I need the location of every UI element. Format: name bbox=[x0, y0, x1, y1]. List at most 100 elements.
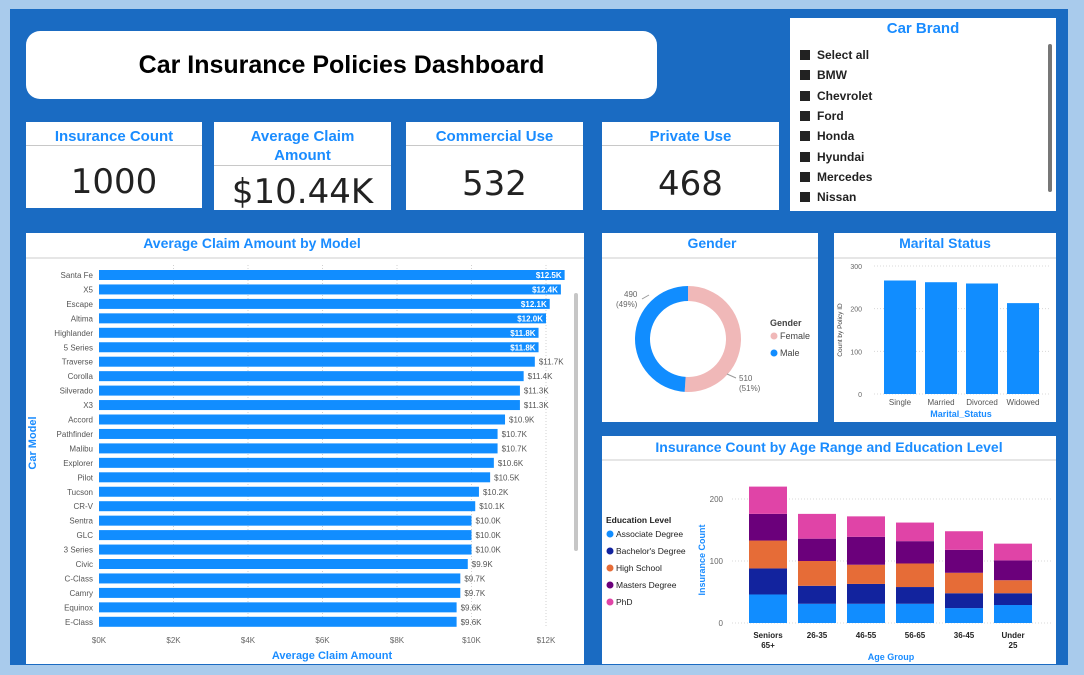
y-tick-label: 0 bbox=[858, 392, 862, 399]
bar-46-55-masters-degree[interactable] bbox=[847, 536, 885, 565]
bar-46-55-associate-degree[interactable] bbox=[847, 603, 885, 623]
bar-c-class[interactable] bbox=[99, 573, 461, 584]
data-label: $10.6K bbox=[498, 459, 524, 468]
bar-under-25-high-school[interactable] bbox=[994, 580, 1032, 594]
bar-26-35-masters-degree[interactable] bbox=[798, 538, 836, 561]
slicer-item-select-all[interactable]: Select all bbox=[790, 45, 1056, 65]
slice-male[interactable] bbox=[634, 286, 688, 392]
bar-married[interactable] bbox=[925, 282, 957, 394]
legend-label[interactable]: PhD bbox=[616, 597, 633, 607]
leader-line bbox=[641, 294, 650, 300]
legend-label[interactable]: Masters Degree bbox=[616, 580, 677, 590]
bar-under-25-associate-degree[interactable] bbox=[994, 605, 1032, 623]
bar-cr-v[interactable] bbox=[99, 501, 476, 512]
y-tick-label: GLC bbox=[77, 531, 94, 540]
bar-36-45-phd[interactable] bbox=[945, 531, 983, 550]
checkbox[interactable] bbox=[800, 131, 810, 142]
x-tick-label: $6K bbox=[315, 636, 330, 645]
slice-female[interactable] bbox=[684, 286, 741, 392]
y-tick-label: 0 bbox=[719, 619, 724, 628]
chart-scrollbar[interactable] bbox=[574, 293, 578, 551]
slicer-item-chevrolet[interactable]: Chevrolet bbox=[790, 86, 1056, 106]
bar-56-65-phd[interactable] bbox=[896, 522, 934, 542]
bar-sentra[interactable] bbox=[99, 515, 472, 526]
bar-seniors-65-phd[interactable] bbox=[749, 486, 787, 514]
x-tick-label: Under bbox=[1001, 631, 1024, 640]
bar-seniors-65-associate-degree[interactable] bbox=[749, 594, 787, 623]
bar-56-65-bachelor-s-degree[interactable] bbox=[896, 587, 934, 604]
bar-26-35-associate-degree[interactable] bbox=[798, 603, 836, 623]
bar-corolla[interactable] bbox=[99, 371, 524, 382]
bar-46-55-bachelor-s-degree[interactable] bbox=[847, 583, 885, 604]
bar-camry[interactable] bbox=[99, 587, 461, 598]
bar-seniors-65-masters-degree[interactable] bbox=[749, 513, 787, 541]
bar-5-series[interactable] bbox=[99, 342, 539, 353]
bar-divorced[interactable] bbox=[966, 283, 998, 394]
bar-56-65-associate-degree[interactable] bbox=[896, 603, 934, 623]
bar-46-55-high-school[interactable] bbox=[847, 564, 885, 584]
slicer-item-nissan[interactable]: Nissan bbox=[790, 187, 1056, 207]
bar-3-series[interactable] bbox=[99, 544, 472, 555]
bar-widowed[interactable] bbox=[1007, 303, 1039, 394]
bar-46-55-phd[interactable] bbox=[847, 516, 885, 537]
bar-seniors-65-bachelor-s-degree[interactable] bbox=[749, 568, 787, 595]
bar-escape[interactable] bbox=[99, 298, 550, 309]
checkbox[interactable] bbox=[800, 70, 810, 81]
bar-x5[interactable] bbox=[99, 284, 561, 295]
slicer-item-bmw[interactable]: BMW bbox=[790, 65, 1056, 85]
bar-civic[interactable] bbox=[99, 559, 468, 569]
bar-under-25-phd[interactable] bbox=[994, 543, 1032, 561]
bar-santa-fe[interactable] bbox=[99, 270, 565, 280]
legend-marker bbox=[606, 598, 614, 606]
bar-36-45-bachelor-s-degree[interactable] bbox=[945, 593, 983, 609]
bar-56-65-high-school[interactable] bbox=[896, 563, 934, 588]
legend-label[interactable]: Female bbox=[780, 331, 810, 341]
bar-tucson[interactable] bbox=[99, 486, 479, 497]
bar-seniors-65-high-school[interactable] bbox=[749, 540, 787, 569]
data-label: $10.1K bbox=[479, 502, 505, 511]
bar-traverse[interactable] bbox=[99, 356, 535, 367]
checkbox[interactable] bbox=[800, 171, 810, 182]
checkbox[interactable] bbox=[800, 192, 810, 203]
bar-explorer[interactable] bbox=[99, 457, 494, 468]
bar-silverado[interactable] bbox=[99, 385, 520, 396]
slicer-item-hyundai[interactable]: Hyundai bbox=[790, 146, 1056, 166]
kpi-private-use: Private Use 468 bbox=[602, 122, 779, 210]
bar-26-35-phd[interactable] bbox=[798, 513, 836, 539]
bar-pathfinder[interactable] bbox=[99, 428, 498, 439]
bar-glc[interactable] bbox=[99, 530, 472, 541]
bar-36-45-associate-degree[interactable] bbox=[945, 608, 983, 623]
bar-single[interactable] bbox=[884, 280, 916, 394]
checkbox[interactable] bbox=[800, 90, 810, 101]
bar-36-45-masters-degree[interactable] bbox=[945, 549, 983, 573]
bar-36-45-high-school[interactable] bbox=[945, 572, 983, 594]
legend-label[interactable]: Male bbox=[780, 348, 800, 358]
legend-label[interactable]: Bachelor's Degree bbox=[616, 546, 686, 556]
checkbox[interactable] bbox=[800, 50, 810, 61]
bar-malibu[interactable] bbox=[99, 443, 498, 454]
bar-x3[interactable] bbox=[99, 400, 520, 411]
y-tick-label: 100 bbox=[710, 557, 724, 566]
bar-accord[interactable] bbox=[99, 414, 506, 425]
bar-under-25-masters-degree[interactable] bbox=[994, 560, 1032, 581]
bar-56-65-masters-degree[interactable] bbox=[896, 541, 934, 564]
bar-equinox[interactable] bbox=[99, 602, 457, 613]
bar-e-class[interactable] bbox=[99, 616, 457, 627]
data-label: $12.0K bbox=[517, 314, 543, 323]
bar-highlander[interactable] bbox=[99, 327, 539, 338]
bar-26-35-high-school[interactable] bbox=[798, 561, 836, 586]
kpi-private-use-value: 468 bbox=[658, 164, 723, 204]
slicer-item-honda[interactable]: Honda bbox=[790, 126, 1056, 146]
legend-label[interactable]: Associate Degree bbox=[616, 529, 683, 539]
bar-under-25-bachelor-s-degree[interactable] bbox=[994, 593, 1032, 606]
checkbox[interactable] bbox=[800, 111, 810, 122]
slicer-item-mercedes[interactable]: Mercedes bbox=[790, 167, 1056, 187]
slicer-scrollbar[interactable] bbox=[1048, 44, 1052, 192]
checkbox[interactable] bbox=[800, 151, 810, 162]
bar-26-35-bachelor-s-degree[interactable] bbox=[798, 585, 836, 604]
slicer-item-ford[interactable]: Ford bbox=[790, 106, 1056, 126]
legend-label[interactable]: High School bbox=[616, 563, 662, 573]
bar-altima[interactable] bbox=[99, 313, 546, 324]
data-label: $10.0K bbox=[476, 517, 502, 526]
bar-pilot[interactable] bbox=[99, 472, 491, 483]
